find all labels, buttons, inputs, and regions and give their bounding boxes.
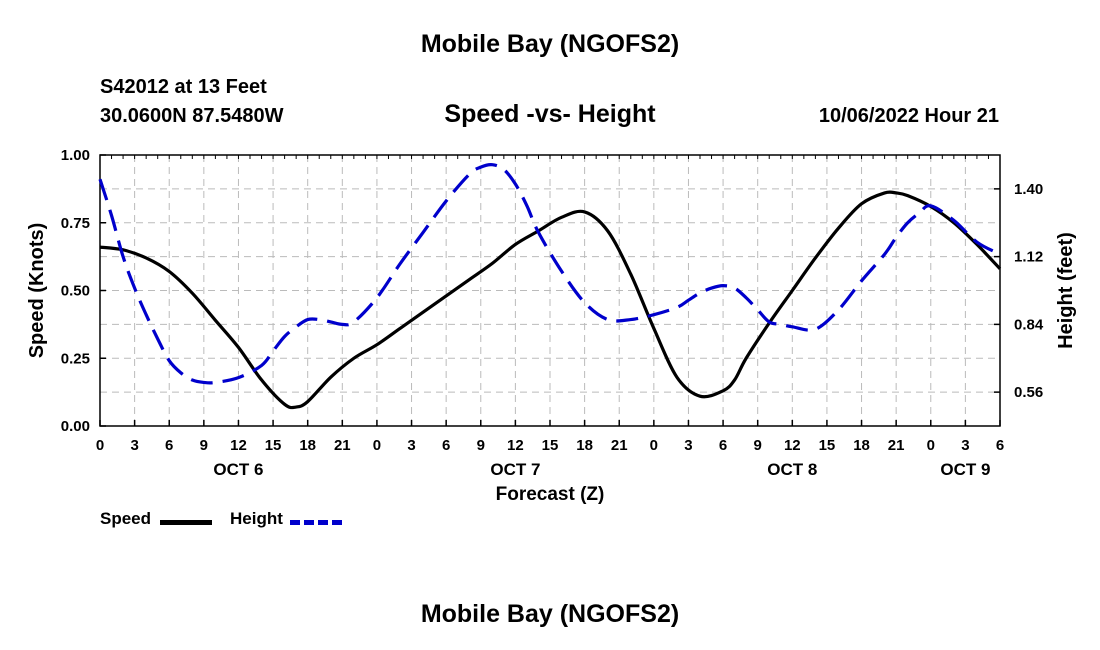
y2-tick-label: 1.40	[1014, 181, 1043, 198]
x-tick-label: 15	[265, 437, 282, 454]
x-day-label: OCT 9	[940, 460, 990, 479]
series-line-speed	[99, 190, 1002, 410]
chart-subtitle: Speed -vs- Height	[444, 100, 656, 128]
x-tick-label: 6	[996, 437, 1004, 454]
x-tick-label: 15	[542, 437, 559, 454]
y-tick-label: 0.00	[61, 418, 90, 435]
x-tick-label: 0	[650, 437, 658, 454]
page-title: Mobile Bay (NGOFS2)	[420, 30, 680, 58]
x-day-label: OCT 7	[490, 460, 540, 479]
x-tick-label: 6	[719, 437, 727, 454]
x-tick-label: 9	[200, 437, 208, 454]
x-tick-label: 21	[334, 437, 351, 454]
x-tick-label: 0	[373, 437, 381, 454]
x-tick-label: 3	[130, 437, 138, 454]
series-line-height	[98, 163, 1001, 385]
x-tick-label: 18	[299, 437, 316, 454]
x-axis-title: Forecast (Z)	[496, 484, 605, 505]
y2-tick-label: 0.56	[1014, 384, 1043, 401]
forecast-datetime: 10/06/2022 Hour 21	[818, 105, 999, 127]
legend-height-label: Height	[230, 509, 283, 528]
y2-axis-title: Height (feet)	[1055, 232, 1077, 349]
y-tick-label: 0.75	[61, 215, 90, 232]
y2-tick-label: 1.12	[1014, 249, 1043, 266]
x-tick-label: 12	[784, 437, 801, 454]
x-tick-label: 9	[754, 437, 762, 454]
x-tick-label: 3	[407, 437, 415, 454]
x-tick-label: 12	[230, 437, 247, 454]
speed-height-chart: 0 3 6 9 12 15 18 21 0 3 6 9 12 15 18 21 0 3 6 9 12 15 18 21 0 3 6O…	[26, 147, 1077, 505]
x-tick-label: 18	[576, 437, 593, 454]
legend-speed-swatch	[160, 520, 212, 525]
legend-speed-label: Speed	[100, 509, 152, 528]
x-tick-label: 0	[96, 437, 104, 454]
x-tick-label: 9	[477, 437, 485, 454]
x-tick-label: 0	[927, 437, 935, 454]
x-tick-label: 21	[888, 437, 905, 454]
legend-height-swatch	[290, 520, 342, 525]
x-tick-label: 15	[819, 437, 836, 454]
station-label: S42012 at 13 Feet	[100, 76, 267, 98]
x-tick-label: 21	[611, 437, 628, 454]
station-position: 30.0600N 87.5480W	[100, 105, 284, 127]
x-tick-label: 6	[442, 437, 450, 454]
x-tick-label: 3	[684, 437, 692, 454]
y-tick-label: 0.25	[61, 350, 90, 367]
x-day-label: OCT 8	[767, 460, 817, 479]
y-tick-label: 1.00	[61, 147, 90, 164]
y-axis-title: Speed (Knots)	[26, 223, 48, 359]
x-tick-label: 3	[961, 437, 969, 454]
x-day-label: OCT 6	[213, 460, 263, 479]
x-tick-label: 6	[165, 437, 173, 454]
x-tick-label: 18	[853, 437, 870, 454]
y-tick-label: 0.50	[61, 283, 90, 300]
y2-tick-label: 0.84	[1014, 316, 1044, 333]
footer-title: Mobile Bay (NGOFS2)	[420, 600, 680, 628]
x-tick-label: 12	[507, 437, 524, 454]
